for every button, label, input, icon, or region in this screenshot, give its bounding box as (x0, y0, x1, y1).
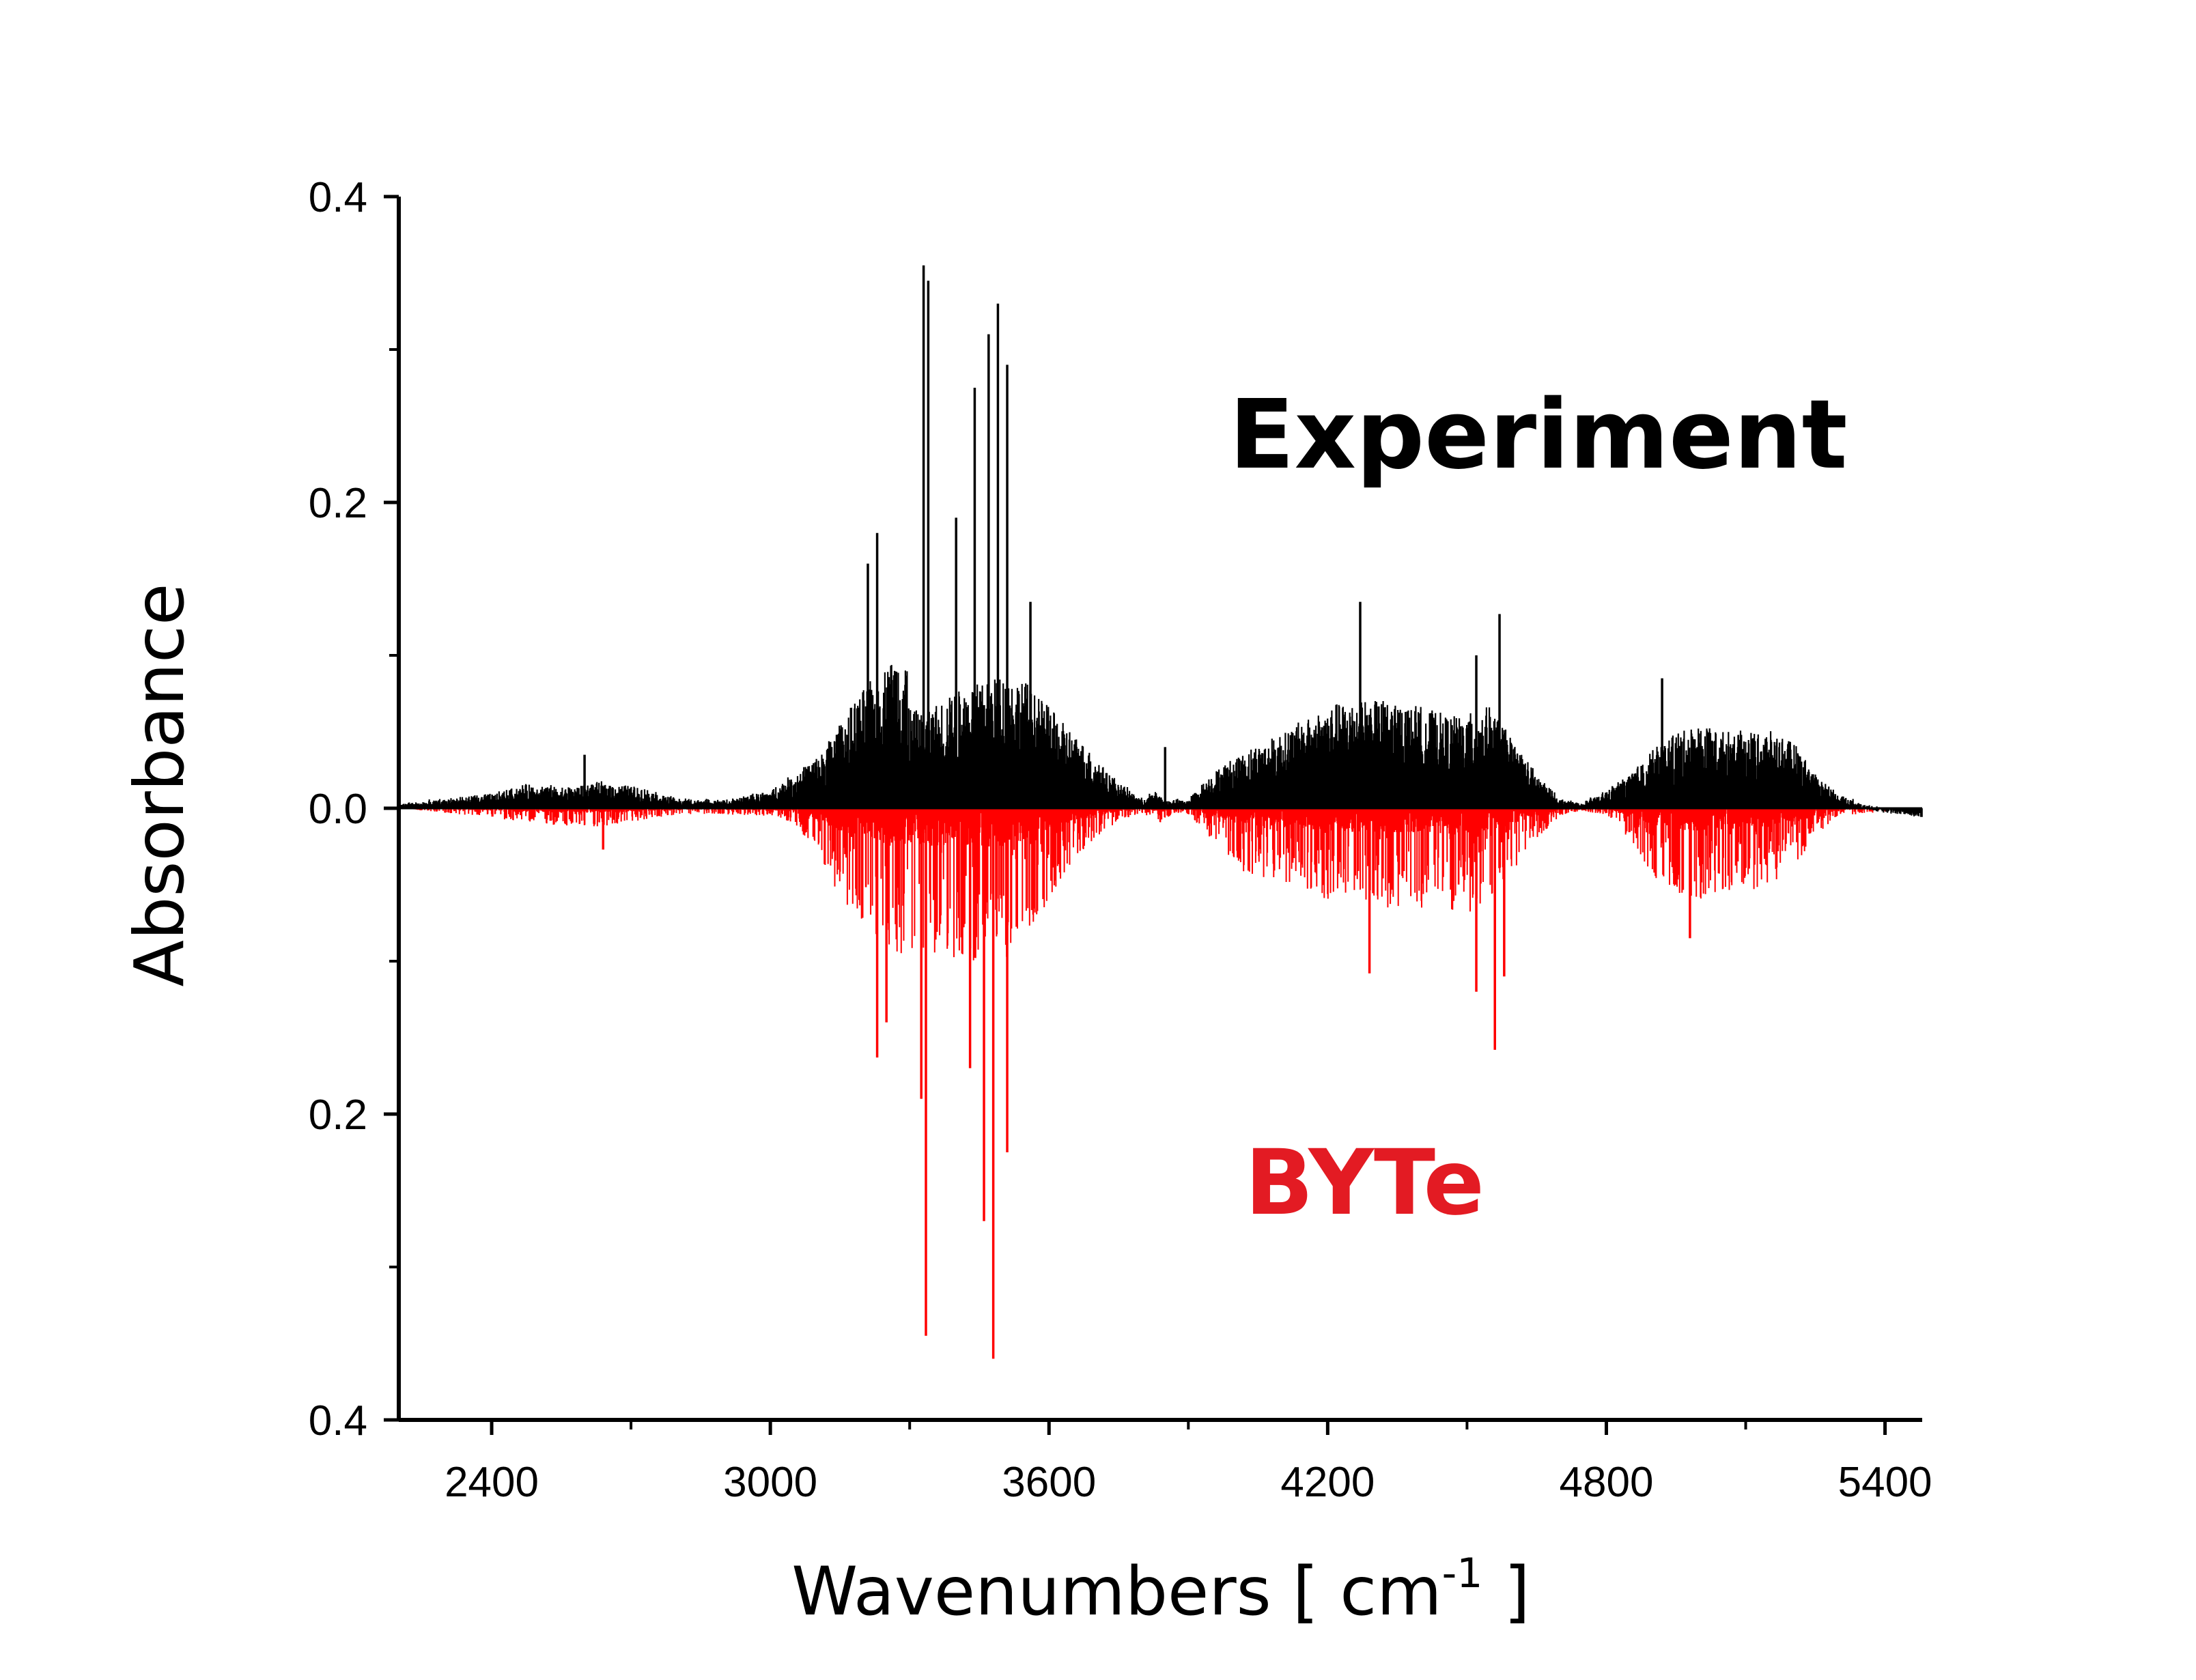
x-axis-title-superscript: -1 (1442, 1550, 1483, 1597)
y-axis-title: Absorbance (119, 584, 199, 987)
x-tick-label: 2400 (445, 1459, 539, 1506)
x-axis-title-suffix: ] (1482, 1553, 1530, 1631)
byte-label: BYTe (1245, 1130, 1484, 1236)
y-tick-label: 0.4 (309, 1397, 367, 1444)
ticks-layer: 2400 3000 3600 4200 4800 5400 0.4 0.2 0.0 0.2 0.4 (309, 174, 1932, 1506)
series-layer (397, 265, 1923, 1359)
x-tick-label: 4800 (1560, 1459, 1654, 1506)
x-axis-title: Wavenumbers [ cm-1 ] (791, 1550, 1530, 1631)
y-tick-label: 0.2 (309, 480, 367, 527)
y-tick-label: 0.4 (309, 174, 367, 221)
x-tick-label: 4200 (1280, 1459, 1375, 1506)
series-experiment (397, 265, 1923, 817)
x-tick-label: 5400 (1838, 1459, 1932, 1506)
x-tick-label: 3000 (723, 1459, 817, 1506)
y-tick-label: 0.0 (309, 786, 367, 833)
y-tick-label: 0.2 (309, 1092, 367, 1139)
x-tick-label: 3600 (1002, 1459, 1096, 1506)
experiment-label: Experiment (1229, 380, 1848, 491)
